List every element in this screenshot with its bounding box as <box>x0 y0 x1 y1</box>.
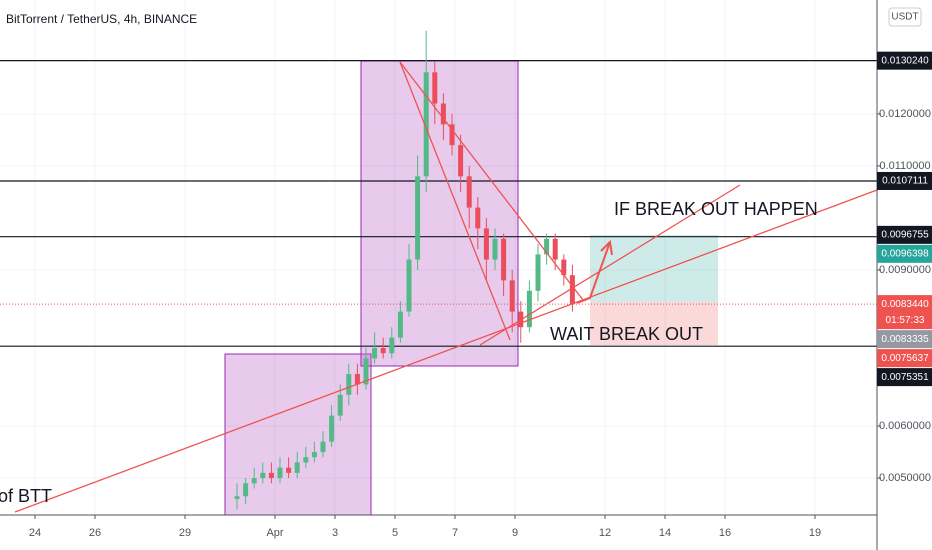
candle-body <box>243 483 249 497</box>
x-tick-label: 5 <box>392 527 398 539</box>
grid <box>0 0 877 515</box>
currency-badge[interactable] <box>888 7 922 27</box>
candle-body <box>475 207 481 229</box>
price-label: 0.0130240 <box>881 55 929 66</box>
price-label: 0.0083440 <box>881 299 929 310</box>
candle-body <box>234 496 240 499</box>
candles <box>234 30 575 510</box>
currency: USDT <box>891 12 918 23</box>
x-tick-label: 16 <box>719 527 731 539</box>
candle-body <box>389 337 395 354</box>
candle-body <box>294 462 300 473</box>
candle-body <box>509 280 515 312</box>
candle-body <box>337 394 343 416</box>
candle-body <box>552 238 558 260</box>
trend-line <box>14 189 878 513</box>
candle-body <box>251 478 257 484</box>
levels <box>0 60 877 347</box>
candle-body <box>397 311 403 338</box>
candle-body <box>483 228 489 260</box>
price-label: 0.0083335 <box>881 334 929 345</box>
candle-body <box>380 348 386 354</box>
arrow <box>576 241 611 304</box>
candle-body <box>354 374 360 385</box>
axis-labels: 0.0050000 0.0060000 0.0090000 0.0110000 0.01… <box>29 51 932 539</box>
candle-body <box>501 238 507 281</box>
candle-body <box>535 254 541 291</box>
annotation: of BTT <box>0 486 52 506</box>
candle-body <box>415 176 421 260</box>
trend-line <box>399 61 584 301</box>
x-tick-label: 19 <box>809 527 821 539</box>
x-tick-label: 26 <box>89 527 101 539</box>
candle-body <box>449 124 455 146</box>
trend-line <box>399 61 511 341</box>
price-label: 0.0075351 <box>881 372 929 383</box>
candle-body <box>432 72 438 104</box>
candle-body <box>440 103 446 125</box>
candle-body <box>372 348 378 359</box>
annotation: IF BREAK OUT HAPPEN <box>614 199 818 219</box>
candle-body <box>466 176 472 208</box>
candle-body <box>569 275 575 305</box>
y-tick-label: 0.0120000 <box>879 108 931 120</box>
price-label-box <box>877 225 932 244</box>
x-tick-label: 14 <box>659 527 671 539</box>
candle-body <box>406 259 412 312</box>
price-label-box <box>877 244 932 263</box>
price-label: 0.0075637 <box>881 353 929 364</box>
price-label: 0.0096755 <box>881 229 929 240</box>
price-label-box <box>877 51 932 70</box>
rectangle-drawing <box>360 60 519 367</box>
candle-body <box>277 467 283 479</box>
y-tick-label: 0.0050000 <box>879 472 931 484</box>
candle-body <box>561 259 567 276</box>
price-label-box <box>877 171 932 190</box>
price-label: 0.0107111 <box>882 176 928 187</box>
price-label: 0.0096398 <box>881 248 929 259</box>
x-tick-label: 29 <box>179 527 191 539</box>
trend-line <box>479 184 741 346</box>
arrow-head <box>600 239 613 256</box>
candle-body <box>423 72 429 177</box>
price-label-box <box>877 295 932 330</box>
stop-zone <box>590 302 718 345</box>
x-tick-label: 7 <box>452 527 458 539</box>
price-label-box <box>877 330 932 349</box>
candle-body <box>346 374 352 395</box>
candle-body <box>320 441 326 453</box>
price-axis <box>877 0 932 550</box>
price-label-box <box>877 368 932 387</box>
x-tick-label: Apr <box>266 527 283 539</box>
x-tick-label: 12 <box>599 527 611 539</box>
candle-body <box>329 415 335 442</box>
x-tick-label: 9 <box>512 527 518 539</box>
chart-title: BitTorrent / TetherUS, 4h, BINANCE <box>6 12 197 26</box>
price-label-box <box>877 349 932 368</box>
y-tick-label: 0.0090000 <box>879 264 931 276</box>
annotation: WAIT BREAK OUT <box>550 324 703 344</box>
y-tick-label: 0.0110000 <box>879 160 930 172</box>
candle-body <box>363 358 369 385</box>
candle-body <box>458 145 464 177</box>
candle-body <box>544 238 550 255</box>
candle-body <box>303 457 309 463</box>
candle-body <box>526 290 532 328</box>
x-tick-label: 3 <box>332 527 338 539</box>
candle-body <box>311 452 317 458</box>
countdown: 01:57:33 <box>886 315 925 326</box>
candle-body <box>286 467 292 473</box>
x-tick-label: 24 <box>29 527 41 539</box>
y-tick-label: 0.0060000 <box>879 420 931 432</box>
candle-body <box>268 472 274 479</box>
candle-body <box>260 472 266 479</box>
candle-body <box>492 238 498 260</box>
